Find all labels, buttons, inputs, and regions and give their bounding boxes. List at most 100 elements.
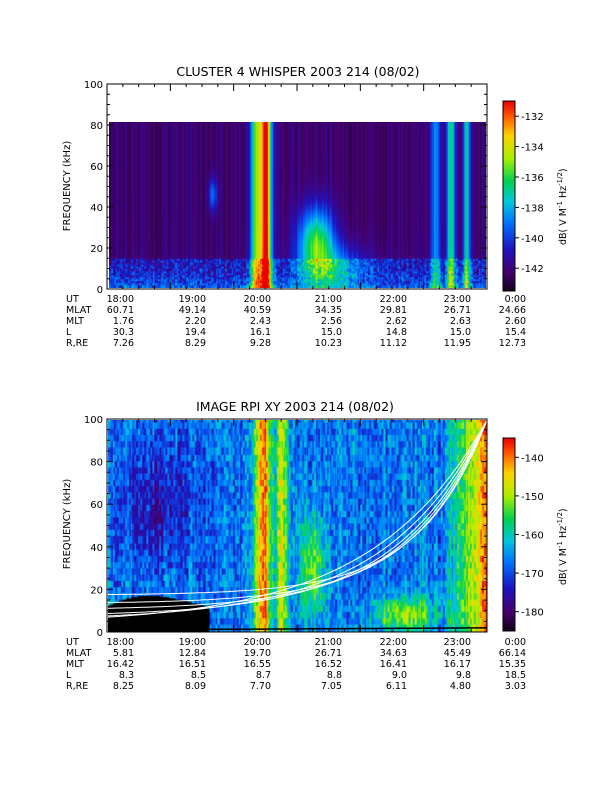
- ephemeris-value: 2.60: [505, 316, 526, 327]
- ephemeris-value: 23:00: [444, 637, 471, 648]
- ephemeris-value: 19.4: [185, 327, 206, 338]
- ephemeris-value: 19.70: [244, 648, 271, 659]
- panel1-axes: 0 20 40 60 80 100: [84, 80, 488, 296]
- ephemeris-value: 21:00: [315, 294, 342, 305]
- ephemeris-value: 11.95: [444, 338, 471, 349]
- ephemeris-value: 11.12: [380, 338, 407, 349]
- ephemeris-value: 15.0: [450, 327, 471, 338]
- ephemeris-row-label: R,RE: [66, 338, 88, 349]
- panel1-ylabel: FREQUENCY (kHz): [62, 141, 73, 232]
- ephemeris-value: 2.43: [250, 316, 271, 327]
- panel1-ytick-label: 80: [90, 121, 103, 132]
- ephemeris-value: 20:00: [244, 294, 271, 305]
- ephemeris-value: 8.09: [185, 681, 206, 692]
- panel2-ylabel: FREQUENCY (kHz): [62, 479, 73, 570]
- panel-cluster-whisper: CLUSTER 4 WHISPER 2003 214 (08/02) 0 20 40…: [62, 64, 569, 349]
- ephemeris-value: 15.35: [499, 659, 526, 670]
- ephemeris-value: 16.41: [380, 659, 407, 670]
- ephemeris-value: 5.81: [113, 648, 134, 659]
- panel2-ytick-label: 40: [90, 543, 103, 554]
- ephemeris-value: 16.51: [179, 659, 206, 670]
- ephemeris-value: 18:00: [107, 637, 134, 648]
- ephemeris-value: 21:00: [315, 637, 342, 648]
- panel2-ytick-label: 80: [90, 458, 103, 469]
- ephemeris-value: 60.71: [107, 305, 134, 316]
- ephemeris-value: 18:00: [107, 294, 134, 305]
- ephemeris-value: 23:00: [444, 294, 471, 305]
- ephemeris-value: 29.81: [380, 305, 407, 316]
- ephemeris-value: 16.17: [444, 659, 471, 670]
- panel1-colorbar-label: dB( V M-1 Hz-1/2): [556, 168, 569, 245]
- ephemeris-value: 9.28: [250, 338, 271, 349]
- ephemeris-value: 9.0: [392, 670, 407, 681]
- ephemeris-row-label: R,RE: [66, 681, 88, 692]
- panel1-ytick-label: 40: [90, 203, 103, 214]
- panel1-title: CLUSTER 4 WHISPER 2003 214 (08/02): [176, 64, 419, 79]
- colorbar-tick-label: -140: [521, 453, 544, 464]
- ephemeris-row-label: UT: [66, 294, 79, 305]
- colorbar-tick-label: -142: [521, 264, 544, 275]
- ephemeris-value: 4.80: [450, 681, 471, 692]
- ephemeris-value: 66.14: [499, 648, 526, 659]
- ephemeris-value: 26.71: [444, 305, 471, 316]
- ephemeris-value: 20:00: [244, 637, 271, 648]
- ephemeris-row-label: UT: [66, 637, 79, 648]
- resonance-trace: [108, 419, 488, 609]
- ephemeris-value: 30.3: [113, 327, 134, 338]
- ephemeris-value: 8.5: [191, 670, 206, 681]
- colorbar-tick-label: -180: [521, 608, 544, 619]
- colorbar-tick-label: -132: [521, 112, 544, 123]
- ephemeris-value: 7.26: [113, 338, 134, 349]
- ephemeris-row-label: MLAT: [66, 305, 91, 316]
- ephemeris-value: 0:00: [505, 294, 526, 305]
- ephemeris-value: 34.63: [380, 648, 407, 659]
- colorbar-tick-label: -134: [521, 143, 544, 154]
- ephemeris-value: 12.84: [179, 648, 206, 659]
- ephemeris-value: 7.70: [250, 681, 271, 692]
- ephemeris-value: 2.56: [321, 316, 342, 327]
- panel2-colorbar-label: dB( V M-1 Hz-1/2): [556, 508, 569, 585]
- ephemeris-value: 8.29: [185, 338, 206, 349]
- ephemeris-value: 16.55: [244, 659, 271, 670]
- panel1-ytick-label: 20: [90, 244, 103, 255]
- ephemeris-value: 2.62: [386, 316, 407, 327]
- panel2-spectrogram: [108, 420, 487, 632]
- ephemeris-value: 6.11: [386, 681, 407, 692]
- panel1-ytick-label: 0: [97, 285, 103, 296]
- ephemeris-row-label: MLT: [66, 659, 84, 670]
- ephemeris-value: 0:00: [505, 637, 526, 648]
- ephemeris-value: 16.1: [250, 327, 271, 338]
- panel1-spectrogram: [109, 122, 486, 288]
- panel1-colorbar: [503, 101, 515, 291]
- ephemeris-value: 8.3: [119, 670, 134, 681]
- ephemeris-value: 49.14: [179, 305, 206, 316]
- colorbar-tick-label: -150: [521, 492, 544, 503]
- ephemeris-value: 8.8: [327, 670, 342, 681]
- ephemeris-value: 14.8: [386, 327, 407, 338]
- ephemeris-row-label: MLAT: [66, 648, 91, 659]
- panel2-ytick-label: 20: [90, 585, 103, 596]
- colorbar-tick-label: -138: [521, 203, 544, 214]
- ephemeris-value: 2.20: [185, 316, 206, 327]
- ephemeris-value: 19:00: [179, 294, 206, 305]
- panel2-ytick-label: 0: [97, 628, 103, 639]
- colorbar-tick-label: -170: [521, 569, 544, 580]
- ephemeris-value: 34.35: [315, 305, 342, 316]
- panel1-colorbar-ticks: -132 -134 -136 -138 -140 -142: [515, 112, 544, 275]
- panel-image-rpi: IMAGE RPI XY 2003 214 (08/02) 0 20 40 60 80 1…: [62, 399, 569, 692]
- ephemeris-value: 7.05: [321, 681, 342, 692]
- ephemeris-value: 24.66: [499, 305, 526, 316]
- ephemeris-value: 16.52: [315, 659, 342, 670]
- colorbar-tick-label: -140: [521, 234, 544, 245]
- ephemeris-value: 22:00: [380, 294, 407, 305]
- resonance-trace: [108, 419, 488, 595]
- ephemeris-value: 18.5: [505, 670, 526, 681]
- panel1-ytick-label: 100: [84, 80, 103, 91]
- ephemeris-value: 9.8: [456, 670, 471, 681]
- ephemeris-row-label: L: [66, 670, 72, 681]
- ephemeris-value: 45.49: [444, 648, 471, 659]
- resonance-trace: [107, 419, 488, 614]
